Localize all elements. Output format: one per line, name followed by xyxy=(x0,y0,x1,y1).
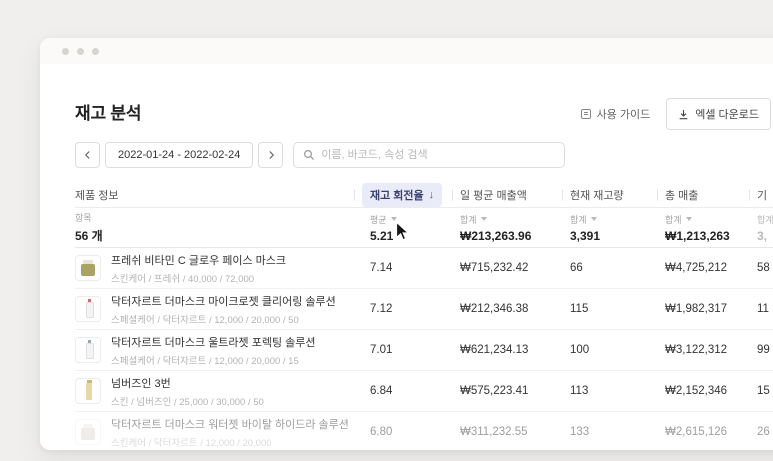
aggregate-dropdown-icon[interactable] xyxy=(480,217,487,221)
summary-stock: 합계 3,391 xyxy=(570,208,665,247)
window-control-icon[interactable] xyxy=(77,47,84,55)
page-header: 재고 분석 사용 가이드 엑셀 다운로드 xyxy=(75,98,771,130)
table-row[interactable]: 프레쉬 비타민 C 글로우 페이스 마스크 스킨케어 / 프레쉬 / 40,00… xyxy=(75,248,773,289)
total-sales-value: ₩3,122,312 xyxy=(665,344,728,356)
daily-avg-value: ₩212,346.38 xyxy=(460,303,529,315)
product-thumbnail xyxy=(75,296,101,322)
extra-value: 11 xyxy=(757,303,769,315)
daily-avg-value: ₩621,234.13 xyxy=(460,344,529,356)
column-header-product[interactable]: 제품 정보 xyxy=(75,190,119,202)
turnover-value: 6.80 xyxy=(370,426,393,438)
aggregate-dropdown-icon[interactable] xyxy=(685,217,692,221)
window-control-icon[interactable] xyxy=(62,47,69,55)
usage-guide-label: 사용 가이드 xyxy=(596,109,651,121)
product-thumbnail xyxy=(75,419,101,445)
page-title: 재고 분석 xyxy=(75,104,142,123)
column-header-total-sales[interactable]: 총 매출 xyxy=(665,183,757,207)
total-sales-value: ₩4,725,212 xyxy=(665,262,728,274)
summary-daily-avg: 합계 ₩213,263.96 xyxy=(460,208,570,247)
product-thumbnail xyxy=(75,378,101,404)
product-name: 닥터자르트 더마스크 울트라젯 포렉팅 솔루션 xyxy=(111,336,316,349)
extra-value: 26 xyxy=(757,426,770,438)
daily-avg-value: ₩715,232.42 xyxy=(460,262,529,274)
extra-value: 15 xyxy=(757,385,770,397)
chevron-left-icon xyxy=(84,151,90,159)
table-row[interactable]: 닥터자르트 더마스크 울트라젯 포렉팅 솔루션 스페셜케어 / 닥터자르트 / … xyxy=(75,330,773,371)
product-name: 넘버즈인 3번 xyxy=(111,377,171,390)
column-header-extra[interactable]: 기 xyxy=(757,183,773,207)
inventory-table: 제품 정보 재고 회전율 ↓ 일 평균 매출액 현재 재고량 총 매출 기 항목 xyxy=(75,183,773,450)
table-header-row: 제품 정보 재고 회전율 ↓ 일 평균 매출액 현재 재고량 총 매출 기 xyxy=(75,183,773,208)
total-sales-sum: ₩1,213,263 xyxy=(665,228,730,243)
next-period-button[interactable] xyxy=(258,142,284,168)
stock-value: 113 xyxy=(570,385,589,397)
window-titlebar xyxy=(40,38,773,64)
product-name: 프레쉬 비타민 C 글로우 페이스 마스크 xyxy=(111,254,287,267)
turnover-value: 6.84 xyxy=(370,385,393,397)
stock-value: 66 xyxy=(570,262,583,274)
sort-desc-icon: ↓ xyxy=(428,189,435,201)
chevron-right-icon xyxy=(269,151,274,159)
turnover-average: 5.21 xyxy=(370,228,394,243)
table-row[interactable]: 넘버즈인 3번 스킨 / 넘버즈인 / 25,000 / 30,000 / 50… xyxy=(75,371,773,412)
excel-download-label: 엑셀 다운로드 xyxy=(695,109,759,121)
window-control-icon[interactable] xyxy=(92,47,99,55)
product-name: 닥터자르트 더마스크 워터젯 바이탈 하이드라 솔루션 xyxy=(111,418,349,431)
stock-sum: 3,391 xyxy=(570,228,601,243)
column-header-turnover[interactable]: 재고 회전율 ↓ xyxy=(362,183,460,207)
extra-sum: 3, xyxy=(757,228,768,243)
turnover-value: 7.14 xyxy=(370,262,393,274)
download-icon xyxy=(679,109,688,119)
daily-avg-sum: ₩213,263.96 xyxy=(460,228,532,243)
product-thumbnail xyxy=(75,337,101,363)
toolbar: 2022-01-24 - 2022-02-24 xyxy=(75,142,773,168)
prev-period-button[interactable] xyxy=(75,142,100,168)
search-input-wrapper xyxy=(293,142,566,168)
aggregate-dropdown-icon[interactable] xyxy=(390,217,397,221)
total-sales-value: ₩1,982,317 xyxy=(665,303,728,315)
stock-value: 115 xyxy=(570,303,589,315)
product-meta: 스킨케어 / 닥터자르트 / 12,000 / 20,000 xyxy=(111,437,272,449)
product-meta: 스킨 / 넘버즈인 / 25,000 / 30,000 / 50 xyxy=(111,396,264,408)
summary-turnover: 평균 5.21 xyxy=(362,208,460,247)
aggregate-dropdown-icon[interactable] xyxy=(590,217,597,221)
usage-guide-link[interactable]: 사용 가이드 xyxy=(580,106,651,122)
page-content: 재고 분석 사용 가이드 엑셀 다운로드 2022-01-24 - 20 xyxy=(40,64,773,450)
summary-items: 항목 56 개 xyxy=(75,208,362,247)
excel-download-button[interactable]: 엑셀 다운로드 xyxy=(666,98,771,130)
table-row[interactable]: 닥터자르트 더마스크 워터젯 바이탈 하이드라 솔루션 스킨케어 / 닥터자르트… xyxy=(75,412,773,450)
summary-extra: 합계 3, xyxy=(757,208,773,247)
extra-value: 58 xyxy=(757,262,770,274)
items-count: 56 개 xyxy=(75,229,103,243)
product-meta: 스페셜케어 / 닥터자르트 / 12,000 / 20,000 / 50 xyxy=(111,314,299,326)
search-icon xyxy=(304,149,315,161)
date-range-picker[interactable]: 2022-01-24 - 2022-02-24 xyxy=(105,142,254,168)
daily-avg-value: ₩575,223.41 xyxy=(460,385,529,397)
summary-total-sales: 합계 ₩1,213,263 xyxy=(665,208,757,247)
summary-row: 항목 56 개 평균 5.21 합계 ₩213,263.96 합계 3,391 xyxy=(75,208,773,248)
turnover-value: 7.12 xyxy=(370,303,393,315)
total-sales-value: ₩2,152,346 xyxy=(665,385,728,397)
header-actions: 사용 가이드 엑셀 다운로드 xyxy=(580,98,771,130)
table-row[interactable]: 닥터자르트 더마스크 마이크로젯 클리어링 솔루션 스페셜케어 / 닥터자르트 … xyxy=(75,289,773,330)
turnover-sort-pill[interactable]: 재고 회전율 ↓ xyxy=(362,183,443,207)
extra-value: 99 xyxy=(757,344,770,356)
product-thumbnail xyxy=(75,255,101,281)
stock-value: 100 xyxy=(570,344,590,356)
product-name: 닥터자르트 더마스크 마이크로젯 클리어링 솔루션 xyxy=(111,295,336,308)
column-header-stock[interactable]: 현재 재고량 xyxy=(570,183,665,207)
stock-value: 133 xyxy=(570,426,590,438)
turnover-value: 7.01 xyxy=(370,344,393,356)
guide-icon xyxy=(580,109,591,119)
product-meta: 스킨케어 / 프레쉬 / 40,000 / 72,000 xyxy=(111,273,255,285)
app-window: 재고 분석 사용 가이드 엑셀 다운로드 2022-01-24 - 20 xyxy=(40,38,773,450)
column-header-daily-avg[interactable]: 일 평균 매출액 xyxy=(460,183,570,207)
search-input[interactable] xyxy=(321,149,556,161)
daily-avg-value: ₩311,232.55 xyxy=(460,426,528,438)
total-sales-value: ₩2,615,126 xyxy=(665,426,728,438)
product-meta: 스페셜케어 / 닥터자르트 / 12,000 / 20,000 / 15 xyxy=(111,355,299,367)
